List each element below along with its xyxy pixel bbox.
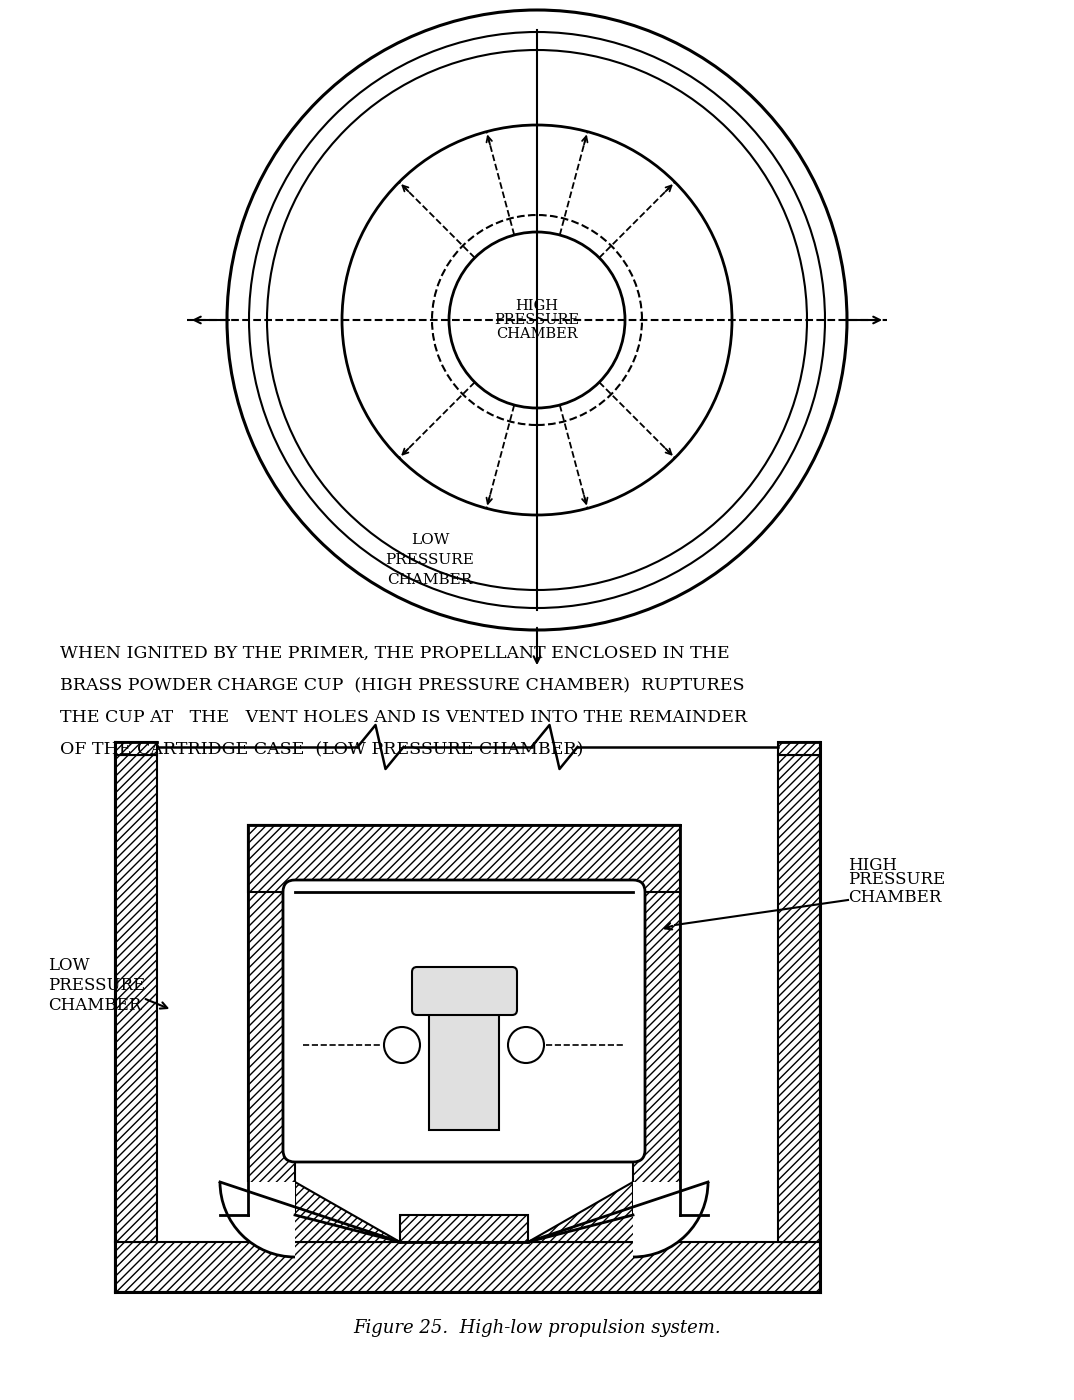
Text: THE CUP AT   THE   VENT HOLES AND IS VENTED INTO THE REMAINDER: THE CUP AT THE VENT HOLES AND IS VENTED … <box>60 708 748 727</box>
Text: LOW: LOW <box>48 956 89 973</box>
Circle shape <box>449 232 625 407</box>
Polygon shape <box>633 1182 708 1257</box>
Bar <box>115 1242 821 1292</box>
Polygon shape <box>220 1182 295 1257</box>
Text: CHAMBER: CHAMBER <box>48 997 142 1014</box>
Circle shape <box>227 10 847 630</box>
Circle shape <box>342 125 732 515</box>
Text: PRESSURE: PRESSURE <box>848 871 945 889</box>
Bar <box>248 825 295 1215</box>
Polygon shape <box>528 1182 680 1242</box>
Bar <box>248 825 680 892</box>
Bar <box>778 742 821 755</box>
Text: CHAMBER: CHAMBER <box>388 573 473 587</box>
Bar <box>115 742 157 755</box>
Text: CHAMBER: CHAMBER <box>496 328 578 342</box>
Bar <box>778 755 821 1242</box>
Text: LOW: LOW <box>411 533 449 547</box>
Circle shape <box>432 216 642 426</box>
Text: HIGH: HIGH <box>516 300 558 314</box>
Text: Figure 25.  High-low propulsion system.: Figure 25. High-low propulsion system. <box>353 1319 721 1337</box>
Text: PRESSURE: PRESSURE <box>386 553 475 567</box>
Text: BRASS POWDER CHARGE CUP  (HIGH PRESSURE CHAMBER)  RUPTURES: BRASS POWDER CHARGE CUP (HIGH PRESSURE C… <box>60 678 744 694</box>
Text: CHAMBER: CHAMBER <box>848 889 942 907</box>
Text: PRESSURE: PRESSURE <box>494 314 580 328</box>
Bar <box>429 1009 499 1130</box>
Circle shape <box>446 1028 482 1063</box>
Bar <box>115 755 157 1242</box>
Text: HIGH: HIGH <box>848 857 897 875</box>
Circle shape <box>267 50 807 589</box>
Circle shape <box>249 32 825 608</box>
Bar <box>400 1215 528 1242</box>
Text: OF THE CARTRIDGE CASE  (LOW PRESSURE CHAMBER): OF THE CARTRIDGE CASE (LOW PRESSURE CHAM… <box>60 741 583 757</box>
Circle shape <box>384 1028 420 1063</box>
Bar <box>633 825 680 1215</box>
Polygon shape <box>248 1182 400 1242</box>
FancyBboxPatch shape <box>412 967 517 1015</box>
Circle shape <box>508 1028 545 1063</box>
Text: PRESSURE: PRESSURE <box>48 977 145 994</box>
FancyBboxPatch shape <box>284 881 645 1162</box>
Text: WHEN IGNITED BY THE PRIMER, THE PROPELLANT ENCLOSED IN THE: WHEN IGNITED BY THE PRIMER, THE PROPELLA… <box>60 645 729 662</box>
